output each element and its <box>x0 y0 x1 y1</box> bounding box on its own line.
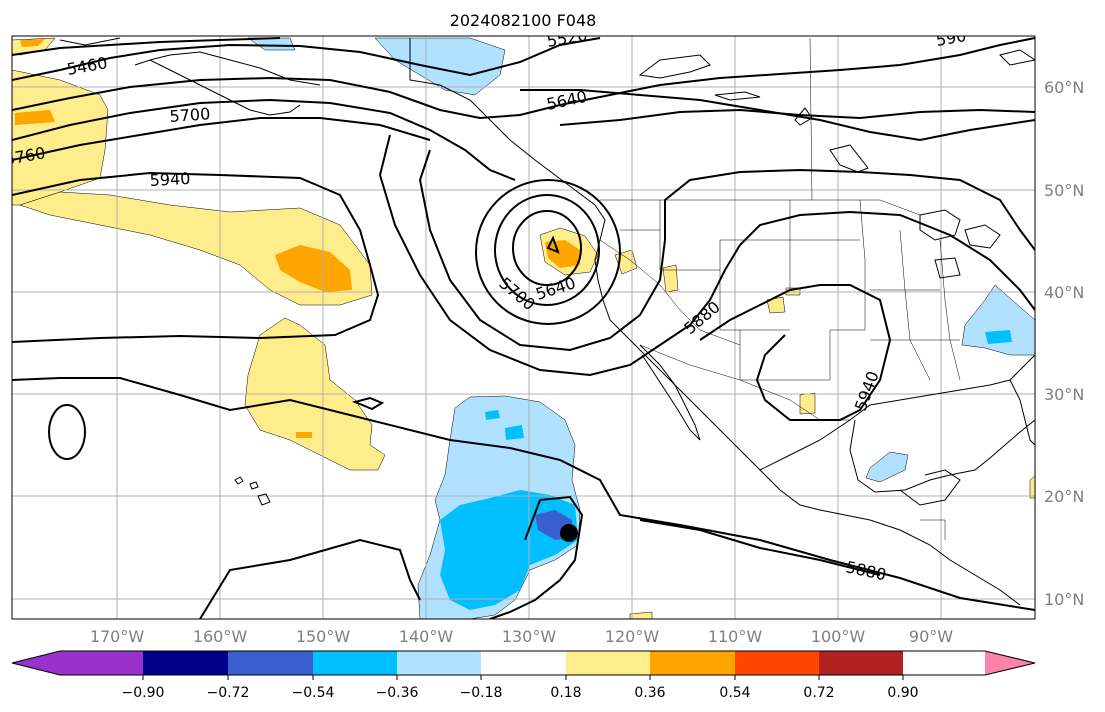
negative-anomaly-region <box>485 410 500 420</box>
lon-label: 130°W <box>502 627 557 646</box>
colorbar-cell <box>60 651 143 675</box>
negative-anomaly-region <box>985 330 1012 344</box>
colorbar-tick-label: −0.18 <box>460 685 503 701</box>
coastlines <box>59 37 1035 606</box>
map-title: 2024082100 F048 <box>450 11 597 30</box>
positive-anomaly-region <box>296 432 312 438</box>
lat-label: 30°N <box>1044 385 1084 404</box>
colorbar-tick-label: −0.72 <box>207 685 250 701</box>
colorbar-tick-label: −0.90 <box>122 685 165 701</box>
lat-label: 40°N <box>1044 283 1084 302</box>
lat-label: 10°N <box>1044 590 1084 609</box>
colorbar-tick-label: −0.54 <box>292 685 335 701</box>
lon-label: 110°W <box>708 627 763 646</box>
colorbar-tick-label: 0.72 <box>803 685 834 701</box>
colorbar-tick-label: 0.54 <box>719 685 750 701</box>
negative-anomaly-region <box>865 451 909 483</box>
colorbar-cell <box>143 651 228 675</box>
colorbar-cell <box>650 651 735 675</box>
positive-anomaly-region <box>629 611 653 619</box>
negative-anomaly-region <box>374 37 506 96</box>
colorbar-tick-label: 0.18 <box>550 685 581 701</box>
latitude-labels: 60°N 50°N 40°N 30°N 20°N 10°N <box>1044 78 1084 609</box>
colorbar-cell <box>566 651 650 675</box>
positive-anomaly-region <box>545 240 580 268</box>
colorbar-extend-high <box>985 651 1035 675</box>
positive-anomaly-region <box>15 110 55 125</box>
lon-label: 140°W <box>399 627 454 646</box>
lat-lon-grid <box>12 36 1035 619</box>
lat-label: 60°N <box>1044 78 1084 97</box>
positive-anomaly-region <box>799 392 816 415</box>
lon-label: 150°W <box>296 627 351 646</box>
positive-anomaly-region <box>19 191 373 306</box>
lon-label: 90°W <box>909 627 953 646</box>
positive-anomaly-region <box>662 264 679 293</box>
positive-anomaly-region <box>1029 475 1035 499</box>
colorbar-cell <box>228 651 313 675</box>
colorbar-cell <box>735 651 819 675</box>
storm-center-marker <box>560 524 578 542</box>
colorbar-tick-label: 0.36 <box>634 685 665 701</box>
lat-label: 20°N <box>1044 487 1084 506</box>
map-frame <box>11 35 1036 620</box>
negative-anomaly-region <box>505 425 524 440</box>
lon-label: 120°W <box>605 627 660 646</box>
positive-anomaly-region <box>20 39 45 47</box>
colorbar: −0.90 −0.72 −0.54 −0.36 −0.18 0.18 0.36 0.54 0.7… <box>11 650 1036 701</box>
lat-label: 50°N <box>1044 181 1084 200</box>
longitude-labels: 170°W 160°W 150°W 140°W 130°W 120°W 110°… <box>90 627 953 646</box>
lon-label: 170°W <box>90 627 145 646</box>
colorbar-cell <box>397 651 481 675</box>
positive-anomaly-region <box>275 245 352 292</box>
colorbar-cell <box>819 651 903 675</box>
map-area: 5520 5460 5700 5760 5940 5640 5640 5700 … <box>12 36 1035 619</box>
colorbar-tick-label: 0.90 <box>887 685 918 701</box>
contour-label: 5700 <box>169 104 211 126</box>
lon-label: 100°W <box>811 627 866 646</box>
colorbar-cell <box>481 651 566 675</box>
contour-label: 5940 <box>149 169 191 190</box>
positive-anomaly-region <box>766 296 786 314</box>
colorbar-tick-label: −0.36 <box>376 685 419 701</box>
colorbar-cell <box>313 651 397 675</box>
colorbar-extend-low <box>12 651 60 675</box>
height-contours <box>12 37 1035 619</box>
lon-label: 160°W <box>193 627 248 646</box>
